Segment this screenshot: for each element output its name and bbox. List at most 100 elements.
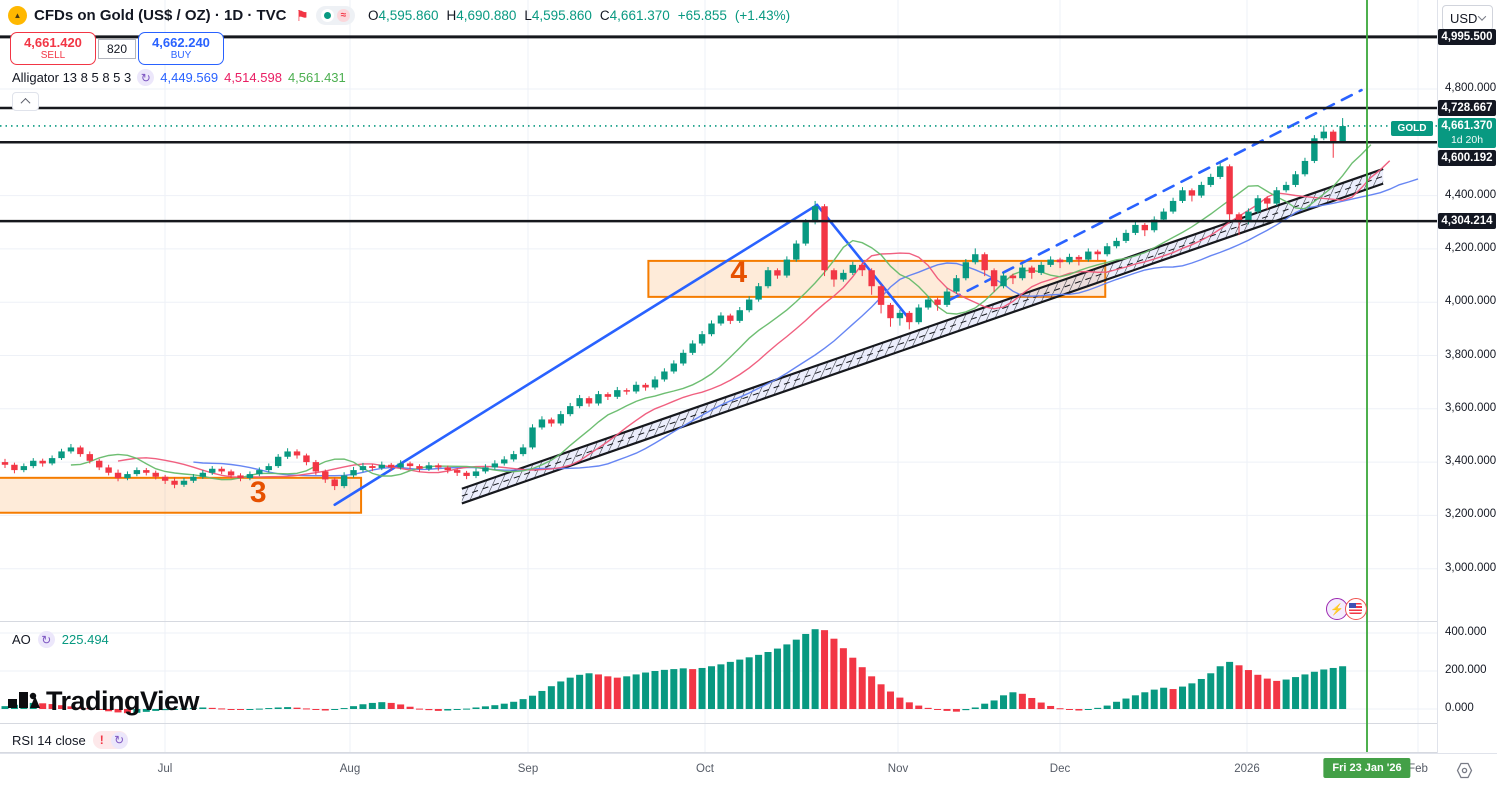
chart-svg[interactable]: 34 (0, 0, 1437, 753)
sell-button[interactable]: 4,661.420 SELL (10, 32, 96, 65)
candle-body (133, 470, 141, 475)
candle-body (614, 390, 621, 397)
time-axis[interactable]: Jul Aug Sep Oct Nov Dec 2026 Feb Fri 23 Jan '26 (0, 753, 1497, 785)
candle-body (331, 479, 338, 487)
candle-body (1207, 176, 1214, 185)
buy-button[interactable]: 4,662.240 BUY (138, 32, 224, 65)
ao-bar (39, 703, 47, 709)
us-flag-event-icon[interactable] (1345, 598, 1367, 620)
candle-body (1264, 198, 1271, 204)
tradingview-watermark[interactable]: TradingView (8, 686, 200, 717)
candle-body (1028, 267, 1035, 273)
candle-body (227, 471, 235, 476)
crosshair-date-badge: Fri 23 Jan '26 (1323, 758, 1411, 778)
candle-body (1085, 251, 1092, 260)
main-pane[interactable]: 34 (0, 88, 1419, 514)
price-axis[interactable]: USD 4,800.000 4,400.000 4,200.000 4,000.000… (1437, 0, 1497, 753)
ao-bar (1065, 709, 1073, 710)
ao-bar (1273, 680, 1281, 709)
candle-body (1245, 211, 1252, 223)
price-tick-label: 3,600.000 (1445, 401, 1497, 414)
ao-bar (340, 708, 348, 710)
flag-icon[interactable]: ⚑ (295, 7, 309, 25)
ohlc-values: O4,595.860 H4,690.880 L4,595.860 C4,661.… (367, 8, 791, 23)
ao-bar (1169, 689, 1177, 709)
alligator-jaw-value: 4,449.569 (160, 70, 219, 85)
candle-body (717, 315, 725, 324)
channel-bottom-line (461, 182, 1384, 505)
ao-bar (321, 709, 329, 711)
candle-body (199, 472, 207, 477)
ao-bar (1056, 708, 1064, 710)
candle-body (171, 480, 178, 485)
ao-title[interactable]: AO (12, 632, 31, 647)
ao-bar (736, 659, 744, 709)
ao-bar (1009, 692, 1017, 709)
ao-bar (613, 677, 621, 709)
candle-body (1179, 190, 1186, 201)
alligator-title[interactable]: Alligator 13 8 5 8 5 3 (12, 70, 132, 85)
candle-body (642, 384, 649, 388)
ao-bar (1282, 679, 1290, 709)
candle-body (755, 286, 762, 300)
candle-body (661, 371, 668, 380)
candle-body (764, 270, 772, 287)
candle-body (11, 464, 18, 471)
candle-body (190, 476, 197, 481)
ao-bar (76, 707, 84, 709)
rsi-title[interactable]: RSI 14 close (12, 732, 86, 748)
trendline-projection (948, 88, 1363, 302)
collapse-legend-button[interactable] (12, 92, 39, 111)
symbol-title[interactable]: CFDs on Gold (US$ / OZ) · 1D · TVC (34, 7, 287, 24)
loading-icon[interactable]: ↻ (137, 69, 155, 86)
ao-bar (1188, 683, 1196, 709)
candle-body (538, 419, 546, 428)
candle-body (793, 243, 800, 260)
ao-bar (406, 706, 414, 709)
ao-pane[interactable] (1, 629, 1347, 714)
currency-selector[interactable]: USD (1442, 5, 1493, 31)
ao-bar (981, 703, 989, 709)
lightning-event-icon[interactable]: ⚡ (1326, 598, 1348, 620)
candle-body (143, 470, 150, 473)
candle-body (962, 262, 970, 279)
price-change: +65.855 (677, 8, 727, 23)
time-tick-label: Nov (887, 763, 909, 775)
warning-icon[interactable]: ! (99, 733, 104, 747)
time-tick-label: Aug (339, 763, 361, 775)
candle-body (435, 465, 442, 468)
ao-bar (698, 667, 706, 709)
candle-body (840, 272, 847, 280)
candle-body (472, 471, 480, 476)
alligator-teeth-line (117, 160, 1391, 478)
ao-bar (604, 676, 612, 709)
candle-body (510, 454, 517, 460)
ao-bar (284, 707, 292, 709)
ao-bar (594, 674, 602, 709)
ao-bar (529, 695, 537, 709)
candle-body (48, 458, 56, 464)
chevron-up-icon (20, 97, 31, 108)
ao-bar (1075, 709, 1083, 711)
candle-body (698, 334, 706, 344)
loading-icon[interactable]: ↻ (110, 731, 128, 749)
market-status-pill[interactable]: ≈ (315, 6, 355, 25)
ao-bar (755, 654, 763, 709)
ao-bar (934, 709, 942, 710)
event-markers: ⚡ (1326, 598, 1367, 620)
ao-bar (971, 707, 979, 709)
candle-body (1141, 224, 1149, 231)
time-tick-label: 2026 (1234, 763, 1260, 775)
candle-body (58, 451, 65, 459)
candle-body (1254, 198, 1262, 212)
ao-bar (905, 702, 913, 709)
ao-bar (152, 709, 160, 711)
scale-settings-icon[interactable] (1455, 761, 1474, 780)
candle-body (1103, 246, 1111, 255)
candle-body (1113, 240, 1120, 247)
loading-icon[interactable]: ↻ (37, 631, 55, 648)
candle-body (369, 466, 376, 468)
ao-bar (199, 707, 207, 709)
